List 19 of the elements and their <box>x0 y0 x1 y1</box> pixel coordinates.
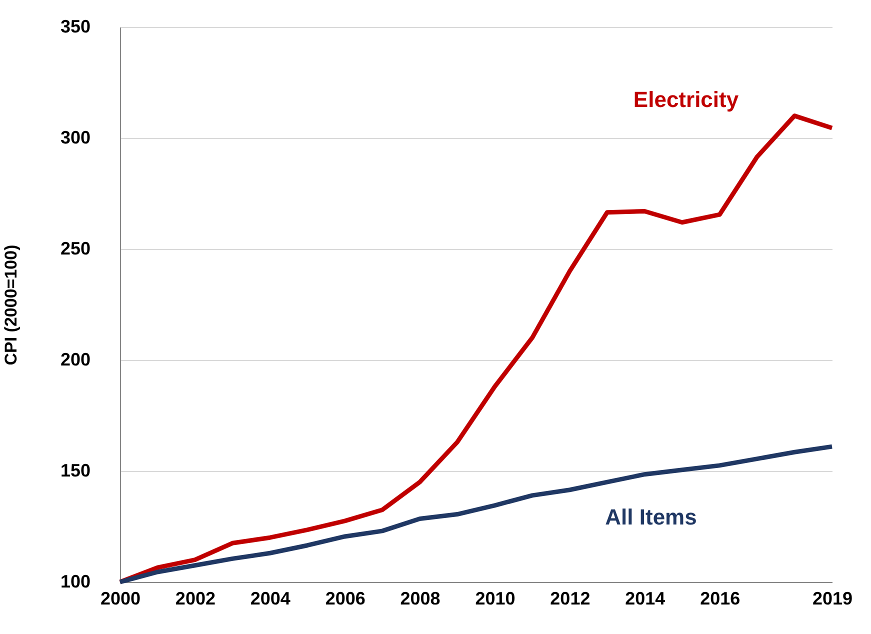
x-tick-label: 2012 <box>550 588 590 608</box>
y-tick-label: 300 <box>60 128 90 148</box>
x-tick-label: 2000 <box>100 588 141 608</box>
x-tick-label: 2006 <box>325 588 366 608</box>
x-tick-label: 2010 <box>475 588 516 608</box>
y-tick-label: 250 <box>60 238 90 258</box>
x-tick-label: 2004 <box>250 588 290 608</box>
x-tick-label: 2014 <box>625 588 666 608</box>
y-tick-label: 150 <box>60 460 90 480</box>
series-label: All Items <box>605 504 697 530</box>
x-tick-label: 2008 <box>400 588 440 608</box>
series-label: Electricity <box>633 87 740 112</box>
y-tick-label: 350 <box>60 16 90 36</box>
y-axis-title: CPI (2000=100) <box>1 244 20 366</box>
y-tick-label: 100 <box>60 572 90 592</box>
y-tick-label: 200 <box>60 350 90 370</box>
x-tick-label: 2002 <box>175 588 216 608</box>
x-tick-label: 2019 <box>812 588 853 608</box>
x-tick-label: 2016 <box>700 588 740 608</box>
